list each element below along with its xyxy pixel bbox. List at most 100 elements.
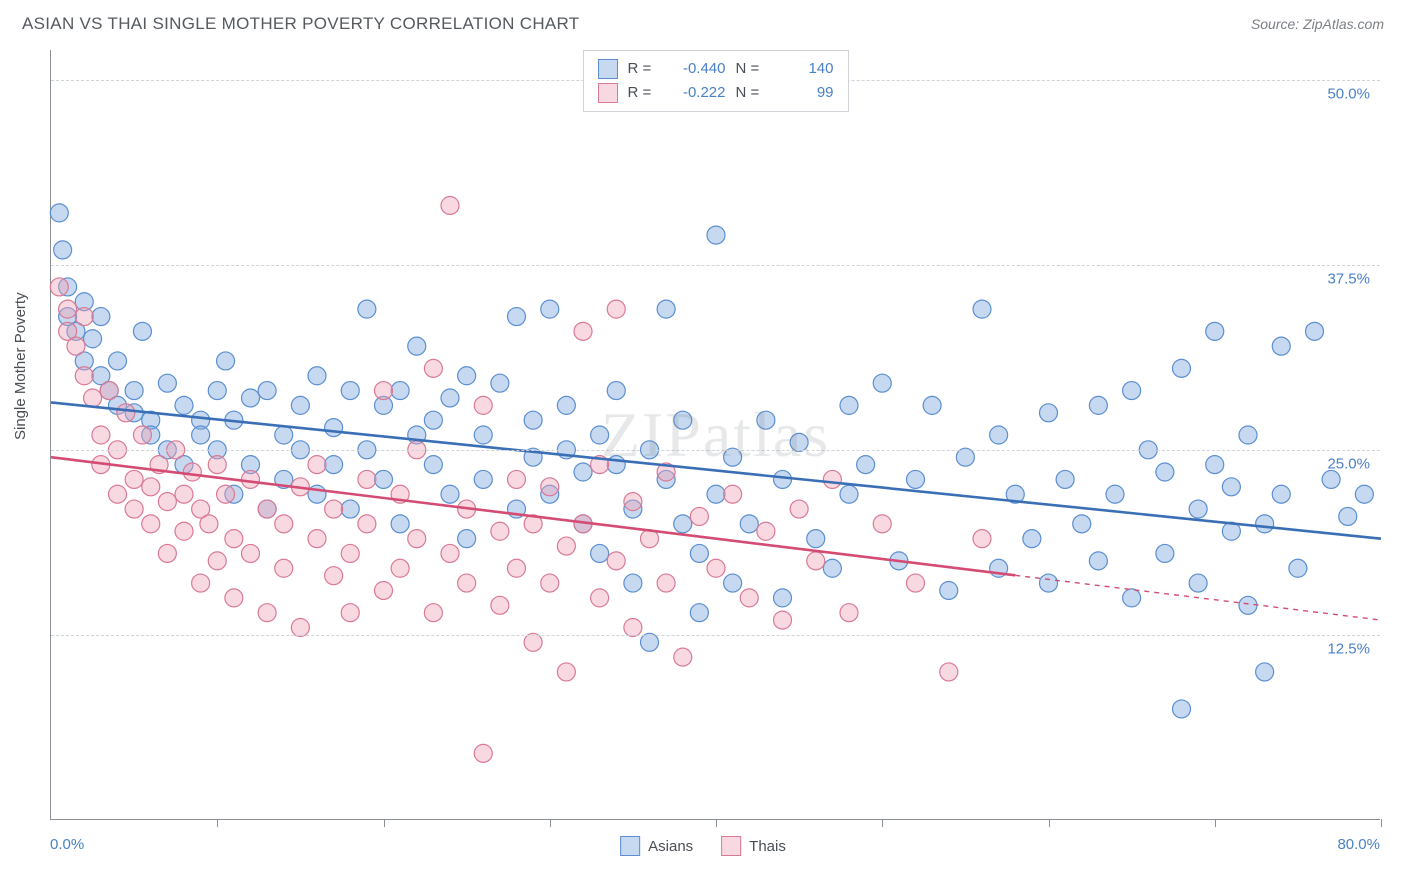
data-point bbox=[807, 530, 825, 548]
data-point bbox=[458, 574, 476, 592]
data-point bbox=[133, 322, 151, 340]
data-point bbox=[142, 478, 160, 496]
data-point bbox=[341, 544, 359, 562]
data-point bbox=[474, 470, 492, 488]
data-point bbox=[358, 515, 376, 533]
data-point bbox=[873, 374, 891, 392]
data-point bbox=[242, 470, 260, 488]
legend-item-thais: Thais bbox=[721, 836, 786, 856]
data-point bbox=[774, 589, 792, 607]
data-point bbox=[50, 204, 68, 222]
data-point bbox=[225, 530, 243, 548]
data-point bbox=[1156, 463, 1174, 481]
data-point bbox=[1222, 478, 1240, 496]
r-label: R = bbox=[628, 81, 658, 105]
data-point bbox=[1322, 470, 1340, 488]
data-point bbox=[109, 485, 127, 503]
data-point bbox=[840, 604, 858, 622]
data-point bbox=[67, 337, 85, 355]
data-point bbox=[557, 396, 575, 414]
data-point bbox=[441, 485, 459, 503]
data-point bbox=[217, 352, 235, 370]
data-point bbox=[142, 515, 160, 533]
data-point bbox=[358, 470, 376, 488]
data-point bbox=[1040, 404, 1058, 422]
data-point bbox=[1339, 507, 1357, 525]
data-point bbox=[84, 389, 102, 407]
data-point bbox=[217, 485, 235, 503]
data-point bbox=[1256, 515, 1274, 533]
y-tick-label: 25.0% bbox=[1327, 455, 1370, 472]
y-tick-label: 12.5% bbox=[1327, 640, 1370, 657]
data-point bbox=[1272, 485, 1290, 503]
data-point bbox=[100, 382, 118, 400]
data-point bbox=[740, 589, 758, 607]
x-tick bbox=[217, 819, 218, 827]
data-point bbox=[657, 574, 675, 592]
data-point bbox=[308, 530, 326, 548]
x-tick bbox=[550, 819, 551, 827]
data-point bbox=[192, 426, 210, 444]
data-point bbox=[375, 581, 393, 599]
data-point bbox=[258, 604, 276, 622]
data-point bbox=[275, 515, 293, 533]
data-point bbox=[175, 396, 193, 414]
data-point bbox=[424, 456, 442, 474]
data-point bbox=[591, 426, 609, 444]
data-point bbox=[1040, 574, 1058, 592]
data-point bbox=[325, 500, 343, 518]
data-point bbox=[54, 241, 72, 259]
data-point bbox=[923, 396, 941, 414]
data-point bbox=[192, 574, 210, 592]
data-point bbox=[59, 300, 77, 318]
data-point bbox=[158, 374, 176, 392]
data-point bbox=[1089, 396, 1107, 414]
data-point bbox=[524, 411, 542, 429]
data-point bbox=[823, 559, 841, 577]
source-label: Source: ZipAtlas.com bbox=[1251, 16, 1384, 32]
legend-label-thais: Thais bbox=[749, 838, 786, 855]
data-point bbox=[175, 522, 193, 540]
legend-item-asians: Asians bbox=[620, 836, 693, 856]
data-point bbox=[208, 382, 226, 400]
x-tick bbox=[1049, 819, 1050, 827]
x-tick bbox=[882, 819, 883, 827]
data-point bbox=[823, 470, 841, 488]
data-point bbox=[524, 633, 542, 651]
data-point bbox=[757, 522, 775, 540]
x-tick bbox=[1381, 819, 1382, 827]
legend-row-thais: R = -0.222 N = 99 bbox=[598, 81, 834, 105]
r-value-asians: -0.440 bbox=[668, 57, 726, 81]
data-point bbox=[1173, 359, 1191, 377]
y-tick-label: 50.0% bbox=[1327, 85, 1370, 102]
data-point bbox=[391, 382, 409, 400]
data-point bbox=[757, 411, 775, 429]
data-point bbox=[1056, 470, 1074, 488]
data-point bbox=[92, 426, 110, 444]
data-point bbox=[183, 463, 201, 481]
data-point bbox=[508, 559, 526, 577]
data-point bbox=[208, 552, 226, 570]
data-point bbox=[491, 522, 509, 540]
n-value-asians: 140 bbox=[776, 57, 834, 81]
data-point bbox=[225, 589, 243, 607]
data-point bbox=[242, 389, 260, 407]
data-point bbox=[574, 463, 592, 481]
data-point bbox=[200, 515, 218, 533]
x-max-label: 80.0% bbox=[1337, 836, 1380, 853]
data-point bbox=[641, 633, 659, 651]
gridline bbox=[51, 450, 1380, 451]
data-point bbox=[424, 359, 442, 377]
data-point bbox=[1256, 663, 1274, 681]
data-point bbox=[541, 574, 559, 592]
data-point bbox=[341, 382, 359, 400]
data-point bbox=[607, 382, 625, 400]
data-point bbox=[774, 611, 792, 629]
data-point bbox=[1306, 322, 1324, 340]
data-point bbox=[424, 411, 442, 429]
data-point bbox=[258, 382, 276, 400]
data-point bbox=[907, 574, 925, 592]
scatter-plot bbox=[51, 50, 1381, 820]
data-point bbox=[1189, 500, 1207, 518]
data-point bbox=[325, 567, 343, 585]
